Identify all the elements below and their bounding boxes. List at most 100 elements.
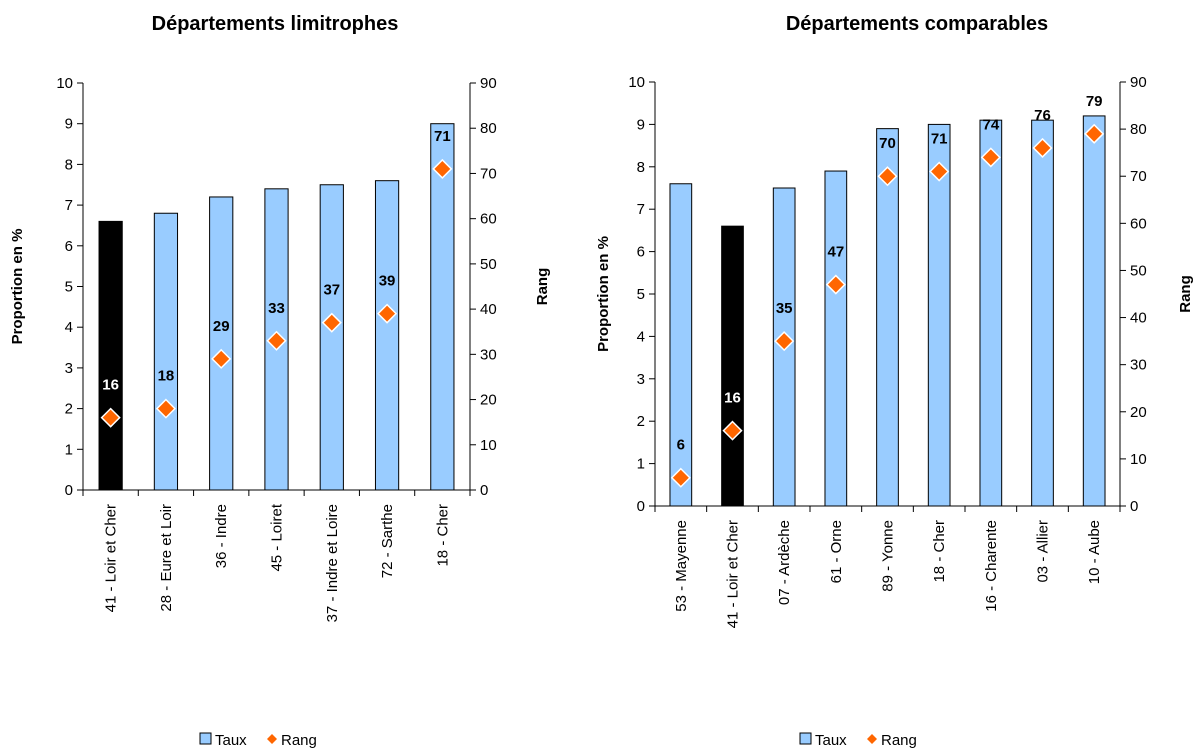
bar-taux bbox=[979, 119, 1003, 507]
y2-tick-label: 90 bbox=[1130, 74, 1147, 91]
legend-label-taux: Taux bbox=[815, 732, 847, 749]
data-label-rang: 79 bbox=[1086, 93, 1103, 110]
marker-rang bbox=[155, 398, 176, 419]
y2-tick-label: 80 bbox=[1130, 121, 1147, 138]
y-tick-label: 7 bbox=[65, 197, 73, 214]
y2-tick-label: 20 bbox=[480, 392, 497, 409]
y2-tick-label: 40 bbox=[480, 301, 497, 318]
chart-title: Départements limitrophes bbox=[152, 13, 399, 35]
y2-tick-label: 50 bbox=[1130, 262, 1147, 279]
y2-tick-label: 10 bbox=[1130, 451, 1147, 468]
marker-rang bbox=[877, 166, 898, 187]
x-tick-label: 41 - Loir et Cher bbox=[103, 504, 120, 612]
marker-rang bbox=[929, 161, 950, 182]
y-tick-label: 4 bbox=[637, 328, 645, 345]
y-tick-label: 0 bbox=[65, 482, 73, 499]
y-tick-label: 7 bbox=[637, 201, 645, 218]
chart-svg-comparables: Départements comparables 0 1 2 3 4 5 6 7 8 9 10 0 10 2… bbox=[595, 13, 1194, 749]
data-label-rang: 18 bbox=[158, 368, 175, 385]
bar-taux bbox=[153, 212, 179, 491]
x-tick-label: 72 - Sarthe bbox=[379, 504, 396, 578]
y-tick-label: 9 bbox=[65, 116, 73, 133]
marker-rang bbox=[432, 158, 453, 179]
marker-rang bbox=[670, 467, 691, 488]
data-label-rang: 47 bbox=[827, 244, 844, 261]
data-label-rang: 16 bbox=[102, 377, 119, 394]
x-tick-label: 53 - Mayenne bbox=[673, 520, 690, 612]
x-tick-label: 45 - Loiret bbox=[269, 503, 286, 571]
y-tick-label: 2 bbox=[65, 401, 73, 418]
bar-taux bbox=[876, 128, 899, 507]
x-tick-label: 16 - Charente bbox=[983, 520, 1000, 612]
legend-label-rang: Rang bbox=[881, 732, 917, 749]
bar-taux bbox=[1082, 115, 1106, 507]
data-label-rang: 74 bbox=[982, 116, 999, 133]
y2-tick-label: 30 bbox=[1130, 357, 1147, 374]
marker-rang bbox=[321, 312, 342, 333]
bar-taux bbox=[98, 220, 123, 491]
chart-departements-limitrophes: Départements limitrophes 0 1 2 3 4 5 6 7 8 9 10 0 10 2… bbox=[0, 0, 560, 755]
bar-taux bbox=[209, 196, 234, 491]
marker-rang bbox=[211, 348, 232, 369]
y-tick-label: 10 bbox=[56, 75, 73, 92]
marker-rang bbox=[825, 274, 846, 295]
marker-rang bbox=[1084, 123, 1105, 144]
chart-departements-comparables: Départements comparables 0 1 2 3 4 5 6 7 8 9 10 0 10 2… bbox=[580, 0, 1197, 755]
y-axis-title: Proportion en % bbox=[595, 236, 612, 352]
y-tick-label: 8 bbox=[637, 159, 645, 176]
y2-tick-label: 20 bbox=[1130, 404, 1147, 421]
marker-rang bbox=[377, 303, 398, 324]
y2-tick-label: 50 bbox=[480, 256, 497, 273]
x-tick-label: 18 - Cher bbox=[931, 520, 948, 583]
y-tick-label: 3 bbox=[65, 360, 73, 377]
y2-tick-label: 30 bbox=[480, 346, 497, 363]
data-label-rang: 71 bbox=[931, 131, 948, 148]
x-tick-label: 36 - Indre bbox=[213, 504, 230, 568]
legend-swatch-rang bbox=[267, 734, 277, 744]
marker-rang bbox=[100, 407, 121, 428]
bar-taux bbox=[669, 183, 693, 507]
y2-tick-label: 60 bbox=[480, 211, 497, 228]
bar-taux bbox=[1031, 119, 1054, 507]
bar-taux bbox=[319, 184, 344, 491]
x-tick-label: 03 - Allier bbox=[1035, 520, 1052, 583]
legend-swatch-taux bbox=[199, 732, 212, 745]
y-axis-title: Proportion en % bbox=[9, 229, 26, 345]
y-tick-label: 8 bbox=[65, 156, 73, 173]
data-label-rang: 39 bbox=[379, 273, 396, 290]
data-label-rang: 76 bbox=[1034, 107, 1051, 124]
bar-taux bbox=[721, 225, 744, 507]
y2-axis-title: Rang bbox=[1177, 275, 1194, 313]
legend-swatch-rang bbox=[867, 734, 877, 744]
data-label-rang: 71 bbox=[434, 128, 451, 145]
y2-tick-label: 60 bbox=[1130, 215, 1147, 232]
y-tick-label: 10 bbox=[628, 74, 645, 91]
y-tick-label: 1 bbox=[637, 456, 645, 473]
data-label-rang: 6 bbox=[677, 437, 685, 454]
y2-tick-label: 70 bbox=[480, 165, 497, 182]
y2-tick-label: 70 bbox=[1130, 168, 1147, 185]
data-label-rang: 35 bbox=[776, 300, 793, 317]
data-label-rang: 33 bbox=[268, 300, 285, 317]
chart-title: Départements comparables bbox=[786, 13, 1048, 35]
y-tick-label: 9 bbox=[637, 116, 645, 133]
y2-axis-title: Rang bbox=[534, 268, 551, 306]
y2-tick-label: 40 bbox=[1130, 310, 1147, 327]
x-tick-label: 41 - Loir et Cher bbox=[725, 520, 742, 628]
legend-label-taux: Taux bbox=[215, 732, 247, 749]
marker-rang bbox=[774, 331, 795, 352]
data-label-rang: 70 bbox=[879, 135, 896, 152]
marker-rang bbox=[1032, 137, 1053, 159]
x-tick-label: 28 - Eure et Loir bbox=[158, 504, 175, 612]
y2-tick-label: 10 bbox=[480, 437, 497, 454]
data-label-rang: 29 bbox=[213, 318, 230, 335]
y2-tick-label: 80 bbox=[480, 120, 497, 137]
x-tick-label: 89 - Yonne bbox=[880, 520, 897, 592]
y-tick-label: 1 bbox=[65, 441, 73, 458]
y-tick-label: 6 bbox=[65, 238, 73, 255]
chart-svg-limitrophes: Départements limitrophes 0 1 2 3 4 5 6 7 8 9 10 0 10 2… bbox=[9, 13, 551, 749]
marker-rang bbox=[722, 420, 743, 441]
y-tick-label: 2 bbox=[637, 413, 645, 430]
legend-swatch-taux bbox=[799, 732, 812, 745]
marker-rang bbox=[266, 330, 287, 351]
